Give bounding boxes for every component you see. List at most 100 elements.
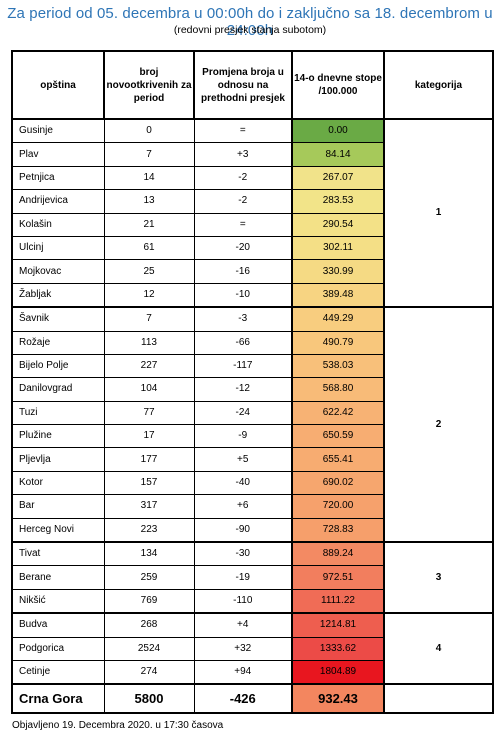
table-row: Tivat 134 -30 889.24 3: [11, 541, 494, 614]
rate-cell: 302.11: [291, 235, 385, 261]
new-cases-cell: 177: [103, 447, 195, 472]
table-row: Ulcinj 61 -20 302.11: [11, 235, 493, 261]
total-row: Crna Gora 5800 -426 932.43: [11, 683, 494, 715]
rate-cell: 655.41: [291, 447, 385, 472]
new-cases-cell: 7: [103, 142, 195, 167]
new-cases-cell: 0: [103, 118, 195, 144]
municipality-cell: Podgorica: [11, 636, 105, 661]
table-row: Tuzi 77 -24 622.42: [11, 400, 493, 426]
change-cell: -20: [193, 235, 293, 261]
total-name-cell: Crna Gora: [11, 683, 105, 715]
new-cases-cell: 104: [103, 377, 195, 402]
new-cases-cell: 274: [103, 659, 195, 685]
rate-cell: 728.83: [291, 517, 385, 543]
change-cell: -110: [193, 588, 293, 614]
table-row: Mojkovac 25 -16 330.99: [11, 259, 493, 284]
table-row: Berane 259 -19 972.51: [11, 565, 493, 590]
rate-cell: 538.03: [291, 353, 385, 379]
rate-cell: 0.00: [291, 118, 385, 144]
table-row: Podgorica 2524 +32 1333.62: [11, 636, 493, 661]
change-cell: -12: [193, 377, 293, 402]
rate-cell: 972.51: [291, 565, 385, 590]
new-cases-cell: 223: [103, 517, 195, 543]
change-cell: -2: [193, 165, 293, 191]
table-row: Pljevlja 177 +5 655.41: [11, 447, 493, 472]
rate-cell: 1333.62: [291, 636, 385, 661]
new-cases-cell: 21: [103, 212, 195, 237]
header-category: kategorija: [383, 50, 494, 120]
rate-cell: 389.48: [291, 282, 385, 308]
change-cell: -66: [193, 330, 293, 355]
rate-cell: 290.54: [291, 212, 385, 237]
municipality-cell: Tivat: [11, 541, 105, 567]
table-row: Kotor 157 -40 690.02: [11, 470, 493, 496]
rate-cell: 490.79: [291, 330, 385, 355]
category-cell: 4: [383, 612, 494, 685]
table-row: Rožaje 113 -66 490.79: [11, 330, 493, 355]
new-cases-cell: 134: [103, 541, 195, 567]
municipality-cell: Žabljak: [11, 282, 105, 308]
change-cell: -19: [193, 565, 293, 590]
table-row: Herceg Novi 223 -90 728.83: [11, 517, 493, 543]
new-cases-cell: 13: [103, 189, 195, 214]
change-cell: -24: [193, 400, 293, 426]
municipality-cell: Pljevlja: [11, 447, 105, 472]
page-title: Za period od 05. decembra u 00:00h do i …: [7, 5, 493, 39]
table-row: Plužine 17 -9 650.59: [11, 424, 493, 449]
header-municipality: opština: [11, 50, 105, 120]
table-row: Bar 317 +6 720.00: [11, 494, 493, 519]
new-cases-cell: 25: [103, 259, 195, 284]
header-new-cases: broj novootkrivenih za period: [103, 50, 195, 120]
rate-cell: 568.80: [291, 377, 385, 402]
municipality-cell: Andrijevica: [11, 189, 105, 214]
municipality-cell: Danilovgrad: [11, 377, 105, 402]
header-rate: 14-o dnevne stope /100.000: [291, 50, 385, 120]
total-cases-cell: 5800: [103, 683, 195, 715]
municipality-cell: Herceg Novi: [11, 517, 105, 543]
new-cases-cell: 7: [103, 306, 195, 332]
new-cases-cell: 268: [103, 612, 195, 638]
table-row: Budva 268 +4 1214.81 4: [11, 612, 494, 685]
total-change-cell: -426: [193, 683, 293, 715]
new-cases-cell: 113: [103, 330, 195, 355]
municipality-cell: Šavnik: [11, 306, 105, 332]
municipality-cell: Petnjica: [11, 165, 105, 191]
table-header-row: opština broj novootkrivenih za period Pr…: [11, 50, 494, 120]
change-cell: =: [193, 212, 293, 237]
municipality-cell: Kotor: [11, 470, 105, 496]
table-row: Žabljak 12 -10 389.48: [11, 282, 493, 308]
change-cell: +3: [193, 142, 293, 167]
table-row: Bijelo Polje 227 -117 538.03: [11, 353, 493, 379]
new-cases-cell: 61: [103, 235, 195, 261]
new-cases-cell: 17: [103, 424, 195, 449]
rate-cell: 889.24: [291, 541, 385, 567]
table-row: Danilovgrad 104 -12 568.80: [11, 377, 493, 402]
rate-cell: 1214.81: [291, 612, 385, 638]
total-category-cell: [383, 683, 494, 715]
change-cell: +5: [193, 447, 293, 472]
rate-cell: 650.59: [291, 424, 385, 449]
new-cases-cell: 2524: [103, 636, 195, 661]
municipality-cell: Bar: [11, 494, 105, 519]
change-cell: +4: [193, 612, 293, 638]
change-cell: +94: [193, 659, 293, 685]
rate-cell: 330.99: [291, 259, 385, 284]
change-cell: +32: [193, 636, 293, 661]
municipality-cell: Gusinje: [11, 118, 105, 144]
total-rate-cell: 932.43: [291, 683, 385, 715]
new-cases-cell: 769: [103, 588, 195, 614]
change-cell: =: [193, 118, 293, 144]
municipality-cell: Plužine: [11, 424, 105, 449]
new-cases-cell: 12: [103, 282, 195, 308]
table-row: Šavnik 7 -3 449.29 2: [11, 306, 494, 543]
new-cases-cell: 77: [103, 400, 195, 426]
rate-cell: 283.53: [291, 189, 385, 214]
municipality-cell: Nikšić: [11, 588, 105, 614]
category-cell: 2: [383, 306, 494, 543]
change-cell: -30: [193, 541, 293, 567]
municipality-cell: Mojkovac: [11, 259, 105, 284]
change-cell: +6: [193, 494, 293, 519]
table-row: Gusinje 0 = 0.00 1: [11, 117, 494, 308]
change-cell: -16: [193, 259, 293, 284]
municipality-cell: Cetinje: [11, 659, 105, 685]
